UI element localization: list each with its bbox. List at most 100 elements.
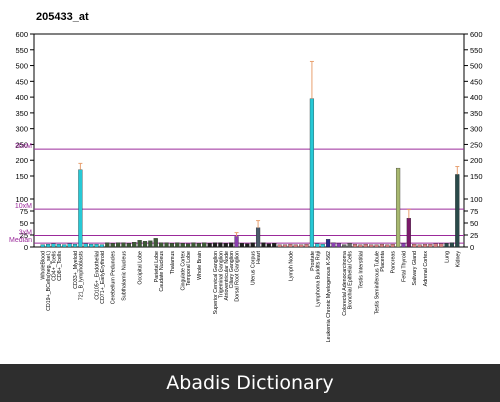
x-tick-label: Uterus Corpus (251, 251, 257, 285)
x-tick-label: Temporal Lobe (186, 251, 192, 286)
bar (363, 243, 368, 248)
x-tick-label: CD8+_Tcells (57, 251, 63, 281)
x-tick-label: Caudate Nucleus (159, 251, 165, 292)
x-tick-label: Lymphoma Burkitts Raji (315, 251, 321, 307)
y-tick-label-right: 25 (470, 231, 478, 240)
footer-banner: Abadis Dictionary (0, 364, 500, 402)
y-tick-label-left: 500 (15, 62, 28, 71)
y-tick-label-right: 75 (470, 207, 478, 216)
x-tick-label: Heart (256, 250, 262, 263)
x-tick-label: 721_B_lymphoblasts (78, 251, 84, 301)
bar (255, 227, 261, 248)
footer-title: Abadis Dictionary (166, 372, 334, 394)
y-tick-label-left: 450 (15, 77, 28, 86)
x-tick-label: CD19+_BCells(neg._sel.) (46, 251, 52, 311)
bar (245, 243, 250, 248)
y-tick-label-right: 50 (470, 219, 478, 228)
x-tick-label: CD33+_Myeloid (73, 251, 79, 289)
x-tick-label: Whole Brain (197, 251, 203, 280)
bar (62, 244, 67, 248)
bar (72, 243, 78, 248)
x-tick-label: Prostate (310, 251, 316, 271)
bar (239, 243, 245, 248)
chart-title: 205433_at (36, 11, 89, 23)
bar (428, 243, 433, 248)
y-tick-label-left: 200 (15, 156, 28, 165)
x-tick-label: CD105+_Endothelial (95, 251, 101, 300)
bar (390, 243, 395, 248)
bar (137, 240, 142, 248)
y-tick-label-left: 350 (15, 109, 28, 118)
x-tick-label: Atrioventricular Node (224, 251, 230, 301)
y-tick-label-right: 400 (470, 93, 483, 102)
bar (99, 244, 105, 248)
bar (374, 244, 379, 248)
x-tick-label: Subthalamic Nucleus (121, 251, 127, 301)
x-tick-label: Parietal Lobe (154, 251, 160, 282)
bar (325, 239, 331, 248)
reference-line-label: 3xM (19, 229, 32, 236)
x-tick-label: Cingulate Cortex (181, 251, 187, 291)
bar (83, 243, 88, 248)
y-tick-label-right: 550 (470, 46, 483, 55)
y-tick-label-right: 100 (470, 195, 483, 204)
x-tick-label: Leukemia Chronic Myelogenous K-562 (326, 251, 332, 342)
bar (40, 244, 45, 248)
bar (288, 243, 293, 248)
bar (272, 243, 277, 248)
x-tick-label: Occipital Lobe (138, 251, 144, 285)
bar (358, 244, 363, 248)
reference-line-label: 10xM (15, 203, 32, 210)
bar (250, 242, 255, 248)
bar (56, 243, 61, 248)
x-tick-label: Dorsal Root Ganglion (235, 251, 241, 302)
bar (175, 242, 180, 248)
bar (342, 244, 347, 248)
bar (282, 244, 288, 248)
x-tick-label: Pancreas (391, 251, 397, 274)
bar (229, 242, 234, 248)
bar (336, 243, 341, 248)
bar (148, 240, 153, 248)
x-tick-label: WholeBlood (41, 251, 47, 280)
y-tick-label-right: 250 (470, 140, 483, 149)
y-tick-label-left: 600 (15, 30, 28, 39)
bar (185, 243, 191, 248)
x-tick-label: CD71+_EarlyErythroid (100, 251, 106, 304)
bar (45, 243, 51, 248)
bar (352, 243, 358, 248)
bar (347, 243, 352, 248)
y-tick-label-left: 75 (20, 207, 28, 216)
bar (218, 242, 223, 248)
bar (455, 174, 460, 248)
bar (261, 242, 266, 248)
bar (196, 243, 201, 248)
x-tick-label: Fetal Thyroid (401, 251, 407, 282)
bar (180, 243, 185, 248)
x-tick-label: Lung (445, 251, 451, 263)
x-tick-label: Adrenal Cortex (423, 251, 429, 287)
bar (395, 167, 401, 248)
x-tick-label: Ciliary Ganglion (229, 251, 235, 288)
bar (94, 243, 99, 248)
x-tick-label: Colorectal Adenocarcinoma (342, 251, 348, 316)
y-tick-label-left: 25 (20, 231, 28, 240)
bar (153, 238, 158, 248)
x-tick-label: Lymph Node (288, 251, 294, 281)
bar (121, 242, 126, 248)
bar (320, 243, 325, 248)
bar (51, 243, 56, 248)
bar (132, 242, 137, 248)
y-tick-label-right: 150 (470, 172, 483, 181)
x-tick-label: Thalamus (170, 251, 176, 275)
bar (277, 244, 282, 248)
bar (78, 169, 83, 248)
y-tick-label-right: 200 (470, 156, 483, 165)
y-tick-label-right: 300 (470, 125, 483, 134)
bar (142, 241, 148, 248)
bar (293, 244, 298, 248)
y-tick-label-right: 0 (470, 243, 474, 252)
y-tick-label-left: 0 (24, 243, 28, 252)
bar (105, 242, 110, 248)
bar (304, 243, 309, 248)
